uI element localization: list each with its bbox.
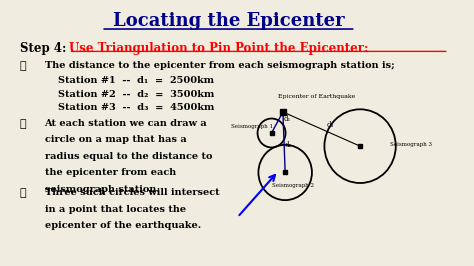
Text: in a point that locates the: in a point that locates the (45, 205, 186, 214)
Text: Station #2  --  d₂  =  3500km: Station #2 -- d₂ = 3500km (58, 90, 215, 99)
Text: circle on a map that has a: circle on a map that has a (45, 135, 186, 144)
Text: Three such circles will intersect: Three such circles will intersect (45, 188, 219, 197)
Text: ❖: ❖ (19, 188, 26, 198)
Text: d₁: d₁ (283, 115, 291, 123)
Text: Seismograph 1: Seismograph 1 (231, 124, 273, 129)
Text: Seismograph 3: Seismograph 3 (390, 142, 432, 147)
Text: Epicenter of Earthquake: Epicenter of Earthquake (278, 94, 356, 99)
Text: The distance to the epicenter from each seismograph station is;: The distance to the epicenter from each … (45, 61, 394, 70)
Text: the epicenter from each: the epicenter from each (45, 168, 176, 177)
Text: seismograph station.: seismograph station. (45, 185, 159, 194)
Text: Seismograph 2: Seismograph 2 (272, 183, 313, 188)
Text: At each station we can draw a: At each station we can draw a (45, 119, 207, 127)
Text: d₂: d₂ (285, 141, 292, 149)
Text: d₃: d₃ (327, 121, 334, 129)
Text: radius equal to the distance to: radius equal to the distance to (45, 152, 212, 161)
Text: ❖: ❖ (19, 119, 26, 128)
Text: epicenter of the earthquake.: epicenter of the earthquake. (45, 221, 201, 230)
Text: Station #1  --  d₁  =  2500km: Station #1 -- d₁ = 2500km (58, 76, 214, 85)
Text: Use Triangulation to Pin Point the Epicenter:: Use Triangulation to Pin Point the Epice… (69, 42, 368, 55)
Text: Step 4:: Step 4: (19, 42, 74, 55)
Text: Locating the Epicenter: Locating the Epicenter (113, 12, 344, 30)
Text: ❖: ❖ (19, 61, 26, 70)
Text: Station #3  --  d₃  =  4500km: Station #3 -- d₃ = 4500km (58, 103, 215, 112)
